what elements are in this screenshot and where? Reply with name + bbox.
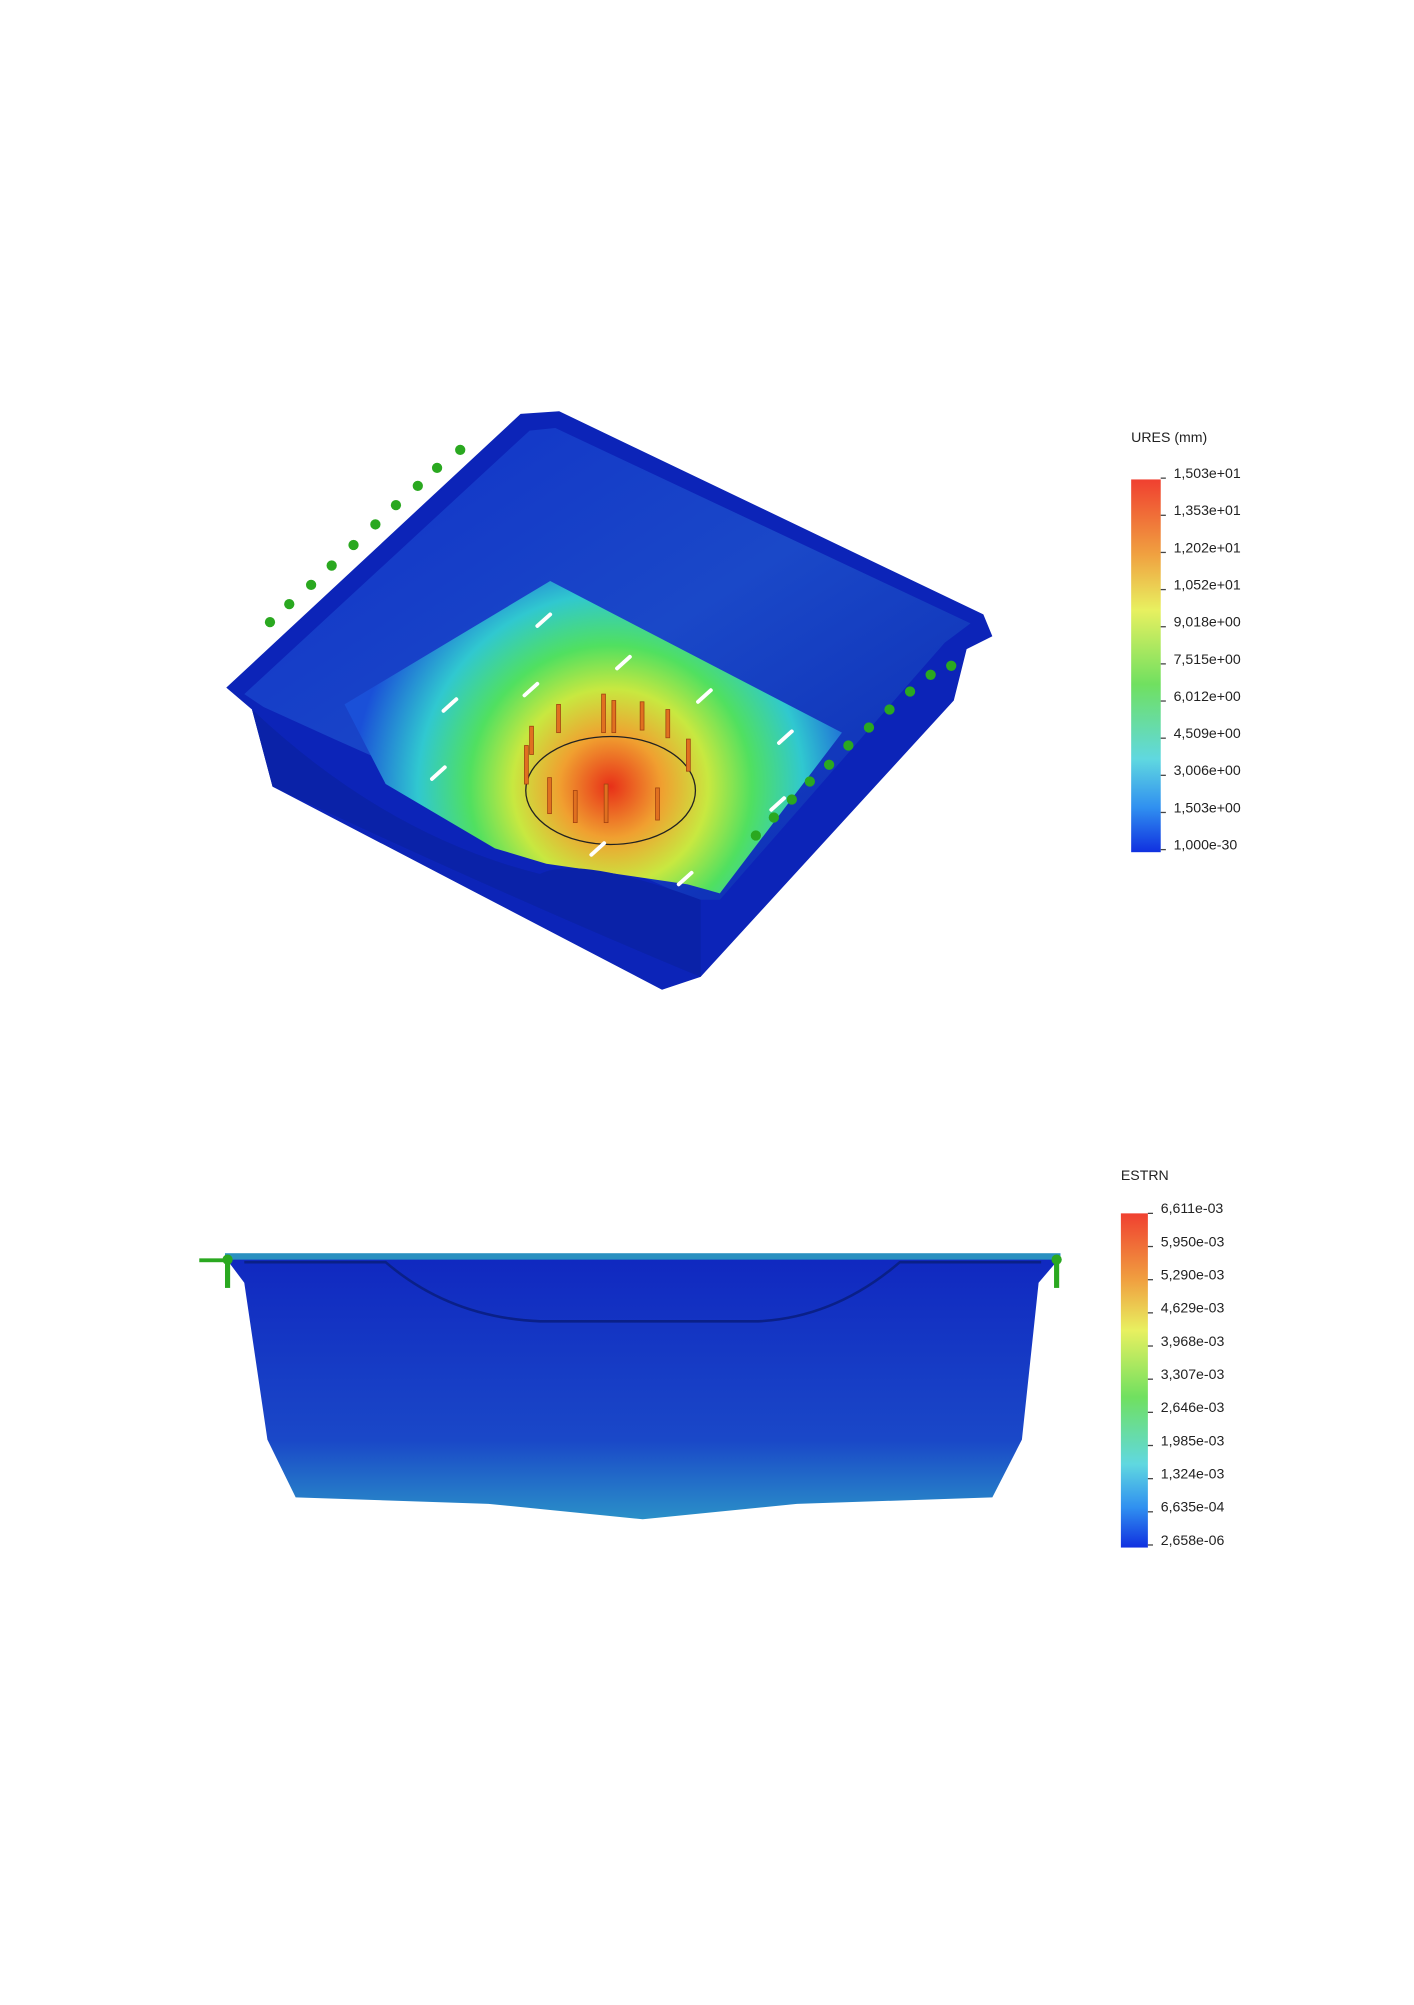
legend: URES (mm) 1,503e+01 1,353e+01 1,202e+01 1,05… xyxy=(1131,429,1241,852)
color-scale xyxy=(1131,479,1161,853)
tray-front-wall xyxy=(251,709,701,977)
figure-2: ESTRN 6,611e-03 5,950e-03 5,290e-03 4,629e-0… xyxy=(199,1167,1224,1548)
legend-title: URES (mm) xyxy=(1131,429,1207,445)
legend-label: 1,503e+01 xyxy=(1174,465,1241,481)
legend-label: 9,018e+00 xyxy=(1174,614,1241,630)
legend-label: 1,052e+01 xyxy=(1174,576,1241,592)
legend-label: 1,503e+00 xyxy=(1174,799,1241,815)
legend-label: 2,658e-06 xyxy=(1161,1532,1225,1548)
legend-label: 3,968e-03 xyxy=(1161,1333,1225,1349)
legend-label: 7,515e+00 xyxy=(1174,651,1241,667)
tray-side xyxy=(224,1257,1061,1520)
legend-label: 1,000e-30 xyxy=(1174,836,1238,852)
legend-label: 5,290e-03 xyxy=(1161,1267,1225,1283)
legend-label: 1,353e+01 xyxy=(1174,502,1241,518)
legend-label: 1,202e+01 xyxy=(1174,539,1241,555)
legend-label: 6,012e+00 xyxy=(1174,688,1241,704)
legend-label: 4,629e-03 xyxy=(1161,1300,1225,1316)
legend-label: 6,611e-03 xyxy=(1161,1200,1224,1216)
load-area xyxy=(525,735,697,846)
legend-title: ESTRN xyxy=(1121,1167,1169,1183)
floor-slots xyxy=(430,612,794,887)
legend-label: 5,950e-03 xyxy=(1161,1233,1225,1249)
load-arrows xyxy=(524,693,691,824)
constraints xyxy=(199,1254,1062,1288)
legend-label: 3,307e-03 xyxy=(1161,1366,1225,1382)
rim xyxy=(224,1253,1061,1260)
legend-label: 1,324e-03 xyxy=(1161,1466,1225,1482)
color-scale xyxy=(1120,1213,1148,1548)
figure-1: URES (mm) 1,503e+01 1,353e+01 1,202e+01 1,05… xyxy=(226,411,1241,990)
legend-label: 2,646e-03 xyxy=(1161,1399,1225,1415)
legend: ESTRN 6,611e-03 5,950e-03 5,290e-03 4,629e-0… xyxy=(1121,1167,1225,1548)
rim-line xyxy=(244,1260,1042,1323)
legend-label: 1,985e-03 xyxy=(1161,1432,1225,1448)
legend-label: 4,509e+00 xyxy=(1174,725,1241,741)
legend-label: 6,635e-04 xyxy=(1161,1499,1225,1515)
legend-label: 3,006e+00 xyxy=(1174,762,1241,778)
constraints xyxy=(264,444,957,841)
